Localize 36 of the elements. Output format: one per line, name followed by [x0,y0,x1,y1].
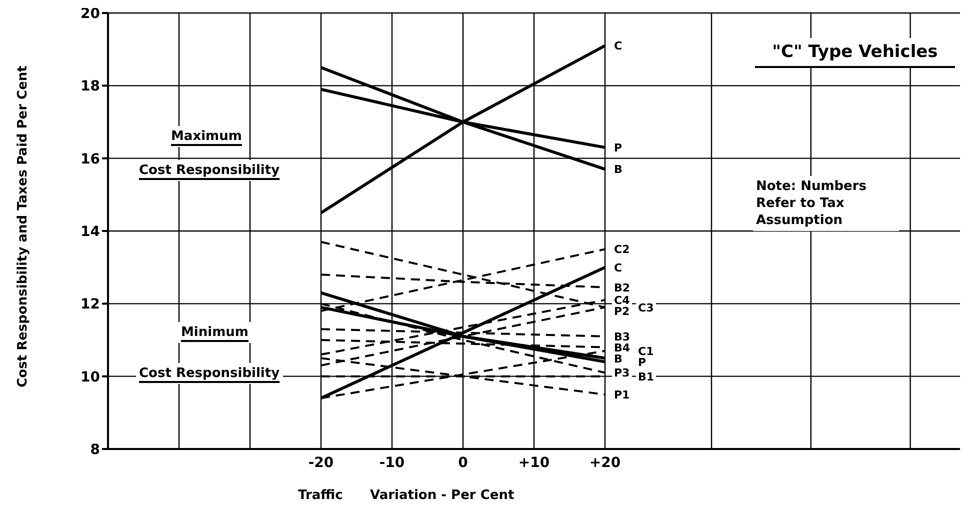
series-label: P3 [614,366,630,380]
series-label: C2 [614,243,630,256]
series-label: C [614,40,622,53]
annotation: Cost Responsibility [139,366,280,381]
x-tick-label: +20 [589,454,621,471]
series-label: P1 [614,388,630,402]
series-label: B4 [614,341,630,354]
y-tick-label: 12 [80,296,100,313]
y-tick-label: 14 [80,224,100,240]
series-label: B [614,352,622,366]
y-tick-label: 16 [80,151,100,168]
text: C3 [638,301,654,314]
x-axis-title: Traffic Variation - Per Cent [298,488,516,503]
text: B1 [638,370,654,384]
x-tick-label: 0 [458,454,468,471]
series-label: C4 [614,294,630,308]
x-tick-label: +10 [518,454,550,471]
y-tick-label: 18 [80,78,100,95]
text: "C" Type Vehicles [755,38,955,68]
series-label: P [614,141,622,154]
text: C1 [638,344,654,358]
annotation: Minimum [181,325,248,340]
series-label: P2 [614,305,630,318]
series-label: B3 [614,330,630,344]
series-label: B2 [614,281,630,294]
annotation: Note: Numbers Refer to Tax Assumption [756,179,867,228]
y-axis-title: Cost Responsibility and Taxes Paid Per Cent [14,64,32,390]
annotation: Cost Responsibility [139,163,280,178]
annotation: Maximum [171,129,242,144]
y-tick-label: 10 [80,369,100,386]
text: P [638,356,646,369]
x-tick-label: -10 [379,454,405,471]
y-tick-label: 8 [90,442,100,458]
series-label: C [614,261,622,274]
series-label: B [614,163,622,176]
x-tick-label: -20 [308,454,334,471]
